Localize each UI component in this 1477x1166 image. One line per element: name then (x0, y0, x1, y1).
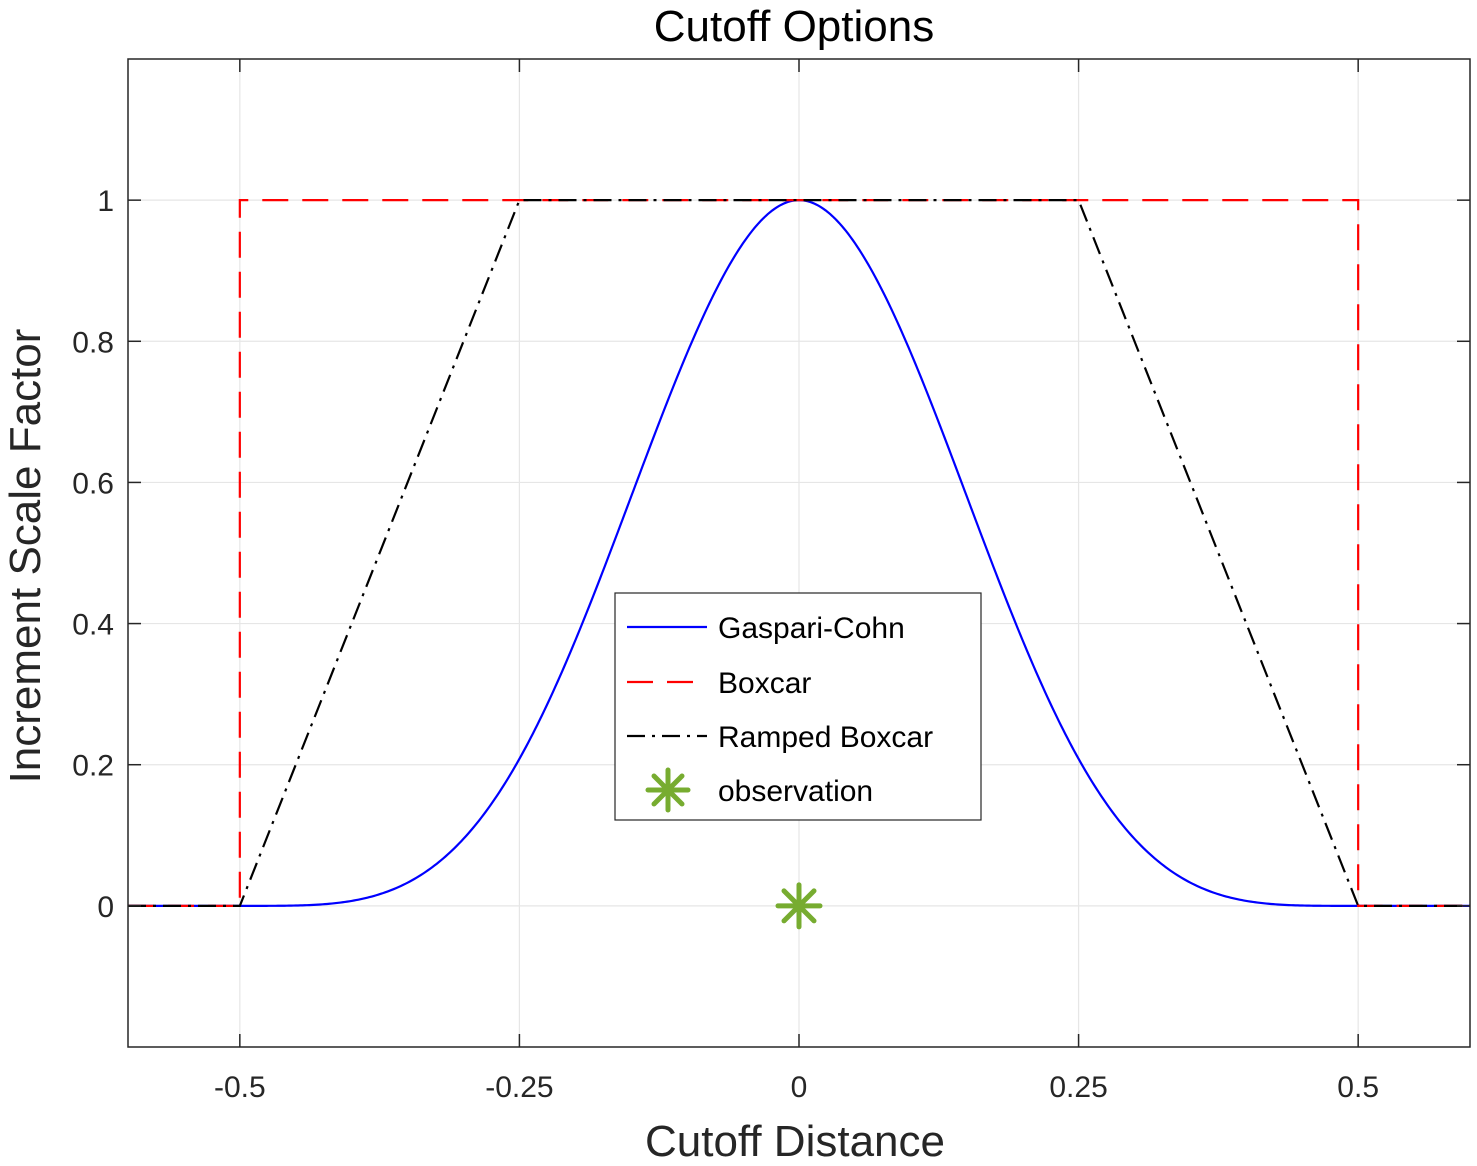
y-tick-label: 0.4 (72, 609, 114, 642)
legend-label-ramped-boxcar: Ramped Boxcar (718, 721, 933, 754)
series-line-ramped-boxcar (128, 199, 1470, 907)
x-tick-label: 0.5 (1337, 1071, 1379, 1104)
x-axis-label: Cutoff Distance (645, 1117, 945, 1166)
legend-label-observation: observation (718, 775, 873, 808)
y-tick-label: 0.6 (72, 467, 114, 500)
series-layer (128, 199, 1470, 930)
observation-point (775, 882, 823, 930)
legend-swatch-observation (645, 767, 691, 813)
y-tick-label: 0.2 (72, 750, 114, 783)
legend-label-boxcar: Boxcar (718, 667, 811, 700)
chart-title: Cutoff Options (654, 2, 934, 51)
y-tick-label: 0 (97, 891, 114, 924)
x-tick-label: 0 (791, 1071, 808, 1104)
y-axis-label: Increment Scale Factor (1, 329, 50, 784)
y-tick-label: 1 (97, 185, 114, 218)
x-tick-label: -0.5 (214, 1071, 266, 1104)
x-tick-label: 0.25 (1049, 1071, 1107, 1104)
y-tick-label: 0.8 (72, 326, 114, 359)
legend: Gaspari-Cohn Boxcar Ramped Boxcar observ… (614, 592, 982, 821)
x-tick-labels: -0.5 -0.25 0 0.25 0.5 (214, 1071, 1379, 1104)
y-tick-labels: 0 0.2 0.4 0.6 0.8 1 (72, 185, 114, 924)
legend-label-gaspari-cohn: Gaspari-Cohn (718, 612, 905, 645)
x-tick-label: -0.25 (485, 1071, 553, 1104)
series-marker-observation (775, 882, 823, 930)
tick-marks (128, 59, 1470, 1047)
